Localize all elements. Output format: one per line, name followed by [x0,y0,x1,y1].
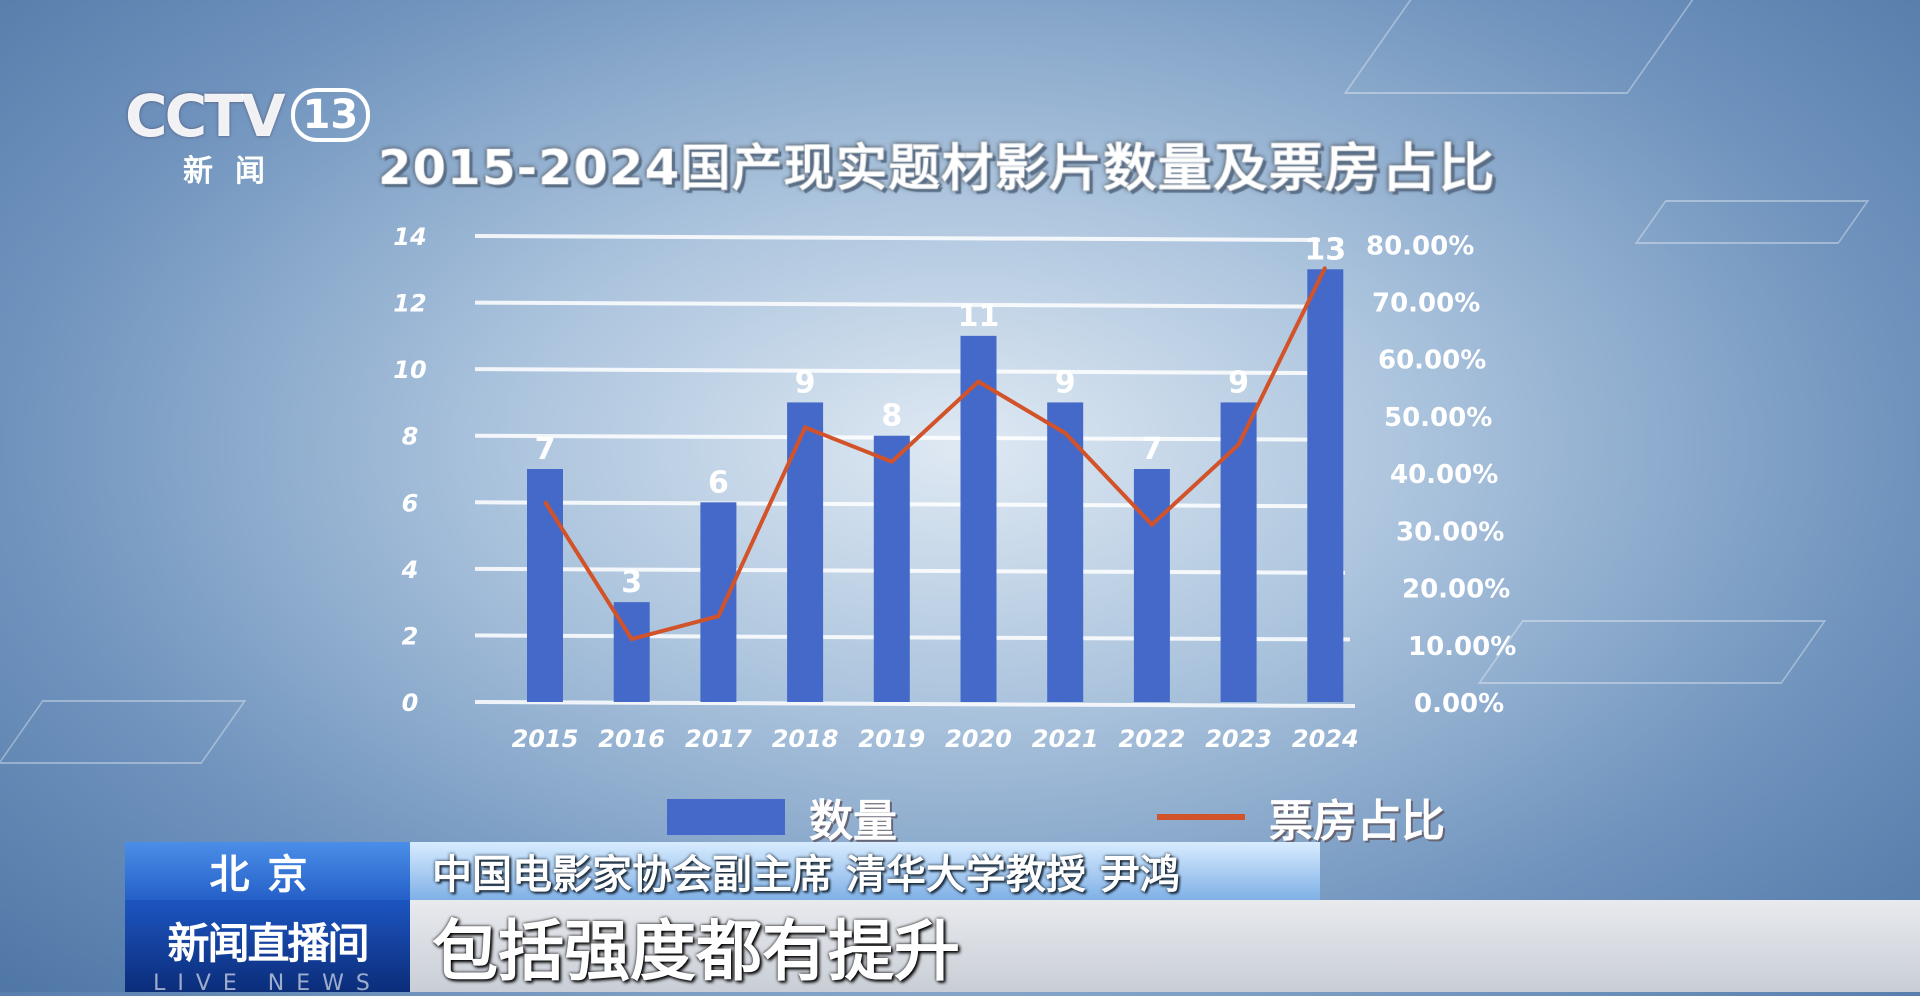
line-point [544,500,546,503]
legend-swatch-line [1157,814,1245,820]
x-tick-label: 2017 [685,725,752,753]
program-name: 新闻直播间 [167,919,369,968]
x-tick-label: 2023 [1205,725,1272,753]
bar-data-label: 11 [958,299,1000,334]
right-tick-label: 40.00% [1390,460,1498,490]
line-series [543,266,1328,642]
bar-data-label: 7 [1141,432,1162,467]
right-tick-label: 0.00% [1414,689,1504,719]
lower-third-top: 北京 中国电影家协会副主席 清华大学教授 尹鸿 [125,842,1320,900]
bar-data-label: 9 [1228,365,1249,400]
gridline [474,700,1356,708]
bar [1220,402,1257,702]
bar-data-label: 9 [795,365,816,400]
legend-label-count: 数量 [809,796,897,847]
program-name-en: LIVE NEWS [153,971,382,996]
bar-data-label: 6 [708,465,729,500]
logo-subtitle: 新闻 [183,154,287,189]
bar [1047,402,1084,702]
x-tick-label: 2024 [1292,725,1359,753]
bar-data-label: 9 [1055,365,1076,400]
legend-label-share: 票房占比 [1269,796,1445,847]
line-point [977,380,980,383]
left-tick-label: 2 [402,622,419,650]
line-point [804,426,807,429]
bar [960,335,997,702]
line-point [1237,443,1240,446]
right-tick-label: 50.00% [1384,403,1492,433]
right-tick-label: 20.00% [1402,575,1510,605]
bar-data-label: 3 [621,565,642,600]
caption: 包括强度都有提升 [410,900,1920,992]
gridline [474,566,1346,575]
right-tick-label: 30.00% [1396,517,1504,547]
bar [1133,469,1170,702]
gridline [474,367,1331,376]
left-tick-label: 8 [402,423,419,451]
x-tick-label: 2016 [598,725,665,753]
gridline [474,234,1321,242]
channel-logo: CCTV 13 新闻 [125,82,371,190]
left-tick-label: 0 [402,689,419,717]
x-tick-label: 2021 [1032,725,1099,753]
bar [700,502,737,702]
bar [527,469,563,702]
chart-legend: 数量 票房占比 [667,785,1445,849]
right-tick-label: 10.00% [1408,632,1516,662]
line-point [717,615,720,618]
bar [1307,269,1344,702]
line-point [890,460,893,463]
lower-third-bottom: 新闻直播间 LIVE NEWS 包括强度都有提升 [125,900,1920,996]
line-point [1324,266,1327,269]
x-tick-label: 2015 [512,725,579,753]
gridline [474,633,1351,642]
left-tick-label: 12 [393,290,426,318]
x-tick-label: 2020 [945,725,1012,753]
bar-data-label: 13 [1304,232,1346,267]
logo-channel: 13 [290,88,371,142]
left-tick-label: 14 [393,223,426,251]
bar-data-label: 8 [881,399,902,434]
program-badge: 新闻直播间 LIVE NEWS [125,900,410,996]
gridline [474,300,1326,309]
left-tick-label: 6 [402,489,419,517]
x-tick-label: 2019 [858,725,925,753]
legend-swatch-bar [667,799,785,835]
right-tick-label: 80.00% [1366,231,1474,261]
x-tick-label: 2022 [1119,725,1186,753]
right-tick-label: 60.00% [1378,346,1486,376]
right-tick-label: 70.00% [1372,289,1480,319]
bar [873,435,910,702]
location-label: 北京 [125,842,410,900]
bar [787,402,824,702]
speaker-label: 中国电影家协会副主席 清华大学教授 尹鸿 [410,842,1320,900]
x-tick-label: 2018 [772,725,839,753]
line-point [1064,432,1067,435]
bar-data-label: 7 [535,432,556,467]
left-tick-label: 10 [393,356,426,384]
line-point [630,638,633,641]
left-tick-label: 4 [401,556,419,584]
line-point [1150,523,1153,526]
logo-brand: CCTV [125,82,286,150]
